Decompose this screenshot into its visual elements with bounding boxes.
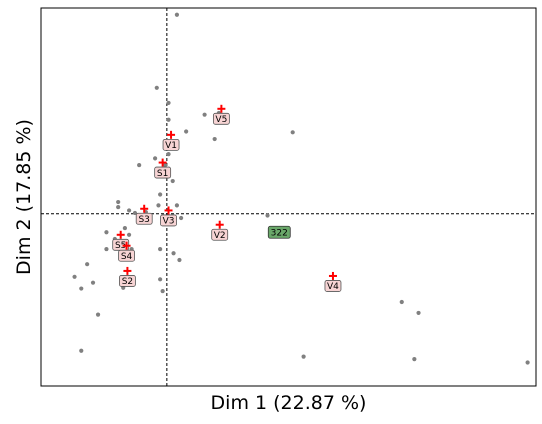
data-point — [184, 129, 189, 134]
data-point — [116, 199, 121, 205]
data-point — [177, 257, 182, 263]
data-point — [412, 357, 417, 362]
plot-frame — [40, 7, 537, 387]
marker-label-box — [212, 112, 230, 125]
data-point — [170, 178, 175, 184]
data-point — [156, 203, 161, 208]
variable-marker-s3: S3 — [135, 204, 153, 225]
highlight-label-box — [267, 225, 291, 239]
marker-label: S4 — [121, 252, 133, 262]
data-point — [137, 162, 142, 168]
data-point — [122, 225, 127, 231]
variable-marker-v5: V5 — [212, 104, 230, 125]
data-point — [79, 286, 84, 291]
marker-label: V4 — [327, 282, 339, 292]
data-point — [126, 208, 132, 213]
data-point — [158, 277, 163, 282]
data-point — [79, 348, 84, 353]
data-point — [174, 203, 180, 208]
data-point — [166, 117, 171, 122]
data-point — [166, 152, 171, 157]
marker-label-box — [135, 212, 153, 225]
data-point — [132, 210, 138, 216]
data-point — [166, 100, 171, 106]
data-point — [290, 130, 295, 135]
highlighted-point-322: 322 — [267, 225, 291, 239]
marker-label: S3 — [138, 215, 149, 225]
individual-points — [72, 12, 530, 365]
y-axis-title: Dim 2 (17.85 %) — [13, 119, 35, 275]
marker-label: V5 — [215, 115, 227, 125]
marker-label: S5 — [115, 241, 126, 251]
marker-label: S1 — [157, 169, 168, 179]
data-point — [160, 288, 165, 294]
data-point — [171, 251, 176, 256]
variable-marker-s1: S1 — [154, 158, 172, 179]
data-point — [158, 192, 163, 197]
x-axis-title: Dim 1 (22.87 %) — [211, 392, 367, 414]
marker-label-box — [162, 138, 180, 151]
data-point — [116, 204, 121, 210]
variable-marker-s2: S2 — [119, 266, 136, 287]
variable-marker-v3: V3 — [160, 206, 177, 227]
marker-label-box — [119, 275, 136, 287]
data-point — [104, 230, 109, 235]
data-point — [95, 312, 101, 317]
data-point — [301, 354, 306, 359]
marker-label-box — [118, 249, 135, 262]
data-point — [416, 310, 421, 316]
marker-label-box — [160, 214, 177, 227]
variable-marker-s5: S5 — [112, 230, 130, 251]
data-point — [525, 360, 530, 365]
data-point — [104, 246, 109, 252]
data-point — [202, 112, 207, 117]
highlight-label: 322 — [271, 228, 288, 238]
data-point — [265, 213, 270, 218]
data-point — [72, 274, 77, 279]
data-point — [85, 262, 90, 267]
marker-label: V2 — [214, 231, 226, 241]
marker-label-box — [211, 228, 229, 241]
reference-lines — [41, 8, 536, 386]
variable-marker-v1: V1 — [162, 130, 180, 151]
data-point — [90, 280, 96, 285]
data-point — [154, 85, 159, 90]
marker-label-box — [324, 280, 342, 292]
data-point — [158, 246, 163, 252]
data-point — [399, 299, 404, 305]
data-point — [163, 162, 168, 168]
data-point — [126, 232, 132, 237]
highlighted-individuals: 322 — [267, 225, 291, 239]
variable-marker-v2: V2 — [211, 220, 229, 241]
data-point — [153, 156, 158, 161]
variable-marker-s4: S4 — [118, 241, 135, 262]
marker-label: S2 — [122, 277, 133, 287]
marker-label: V1 — [165, 141, 177, 151]
variable-marker-v4: V4 — [324, 271, 342, 292]
data-point — [179, 215, 184, 221]
data-point — [174, 12, 180, 17]
marker-label: V3 — [163, 217, 175, 227]
marker-label-box — [154, 166, 172, 179]
data-point — [212, 136, 217, 142]
